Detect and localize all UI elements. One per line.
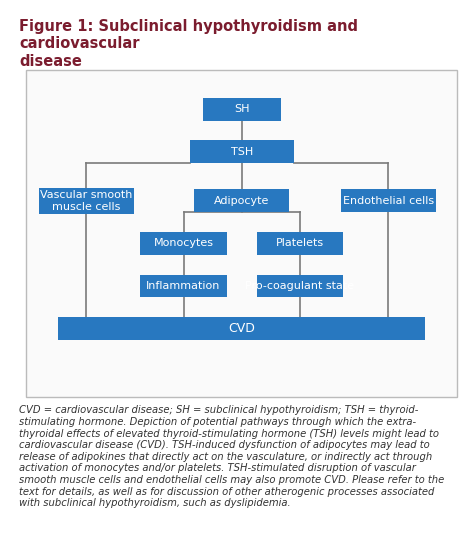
- Text: Platelets: Platelets: [276, 238, 324, 249]
- Text: Inflammation: Inflammation: [146, 281, 221, 291]
- Text: Vascular smooth
muscle cells: Vascular smooth muscle cells: [40, 190, 133, 212]
- Text: Figure 1: Subclinical hypothyroidism and cardiovascular
disease: Figure 1: Subclinical hypothyroidism and…: [19, 19, 358, 69]
- Text: TSH: TSH: [231, 147, 253, 157]
- Text: SH: SH: [234, 104, 249, 114]
- Text: CVD = cardiovascular disease; SH = subclinical hypothyroidism; TSH = thyroid-
st: CVD = cardiovascular disease; SH = subcl…: [19, 405, 444, 508]
- Text: Monocytes: Monocytes: [154, 238, 213, 249]
- Text: Pro-coagulant state: Pro-coagulant state: [246, 281, 355, 291]
- Text: Adipocyte: Adipocyte: [214, 196, 269, 206]
- Text: Endothelial cells: Endothelial cells: [343, 196, 434, 206]
- Text: CVD: CVD: [228, 322, 255, 335]
